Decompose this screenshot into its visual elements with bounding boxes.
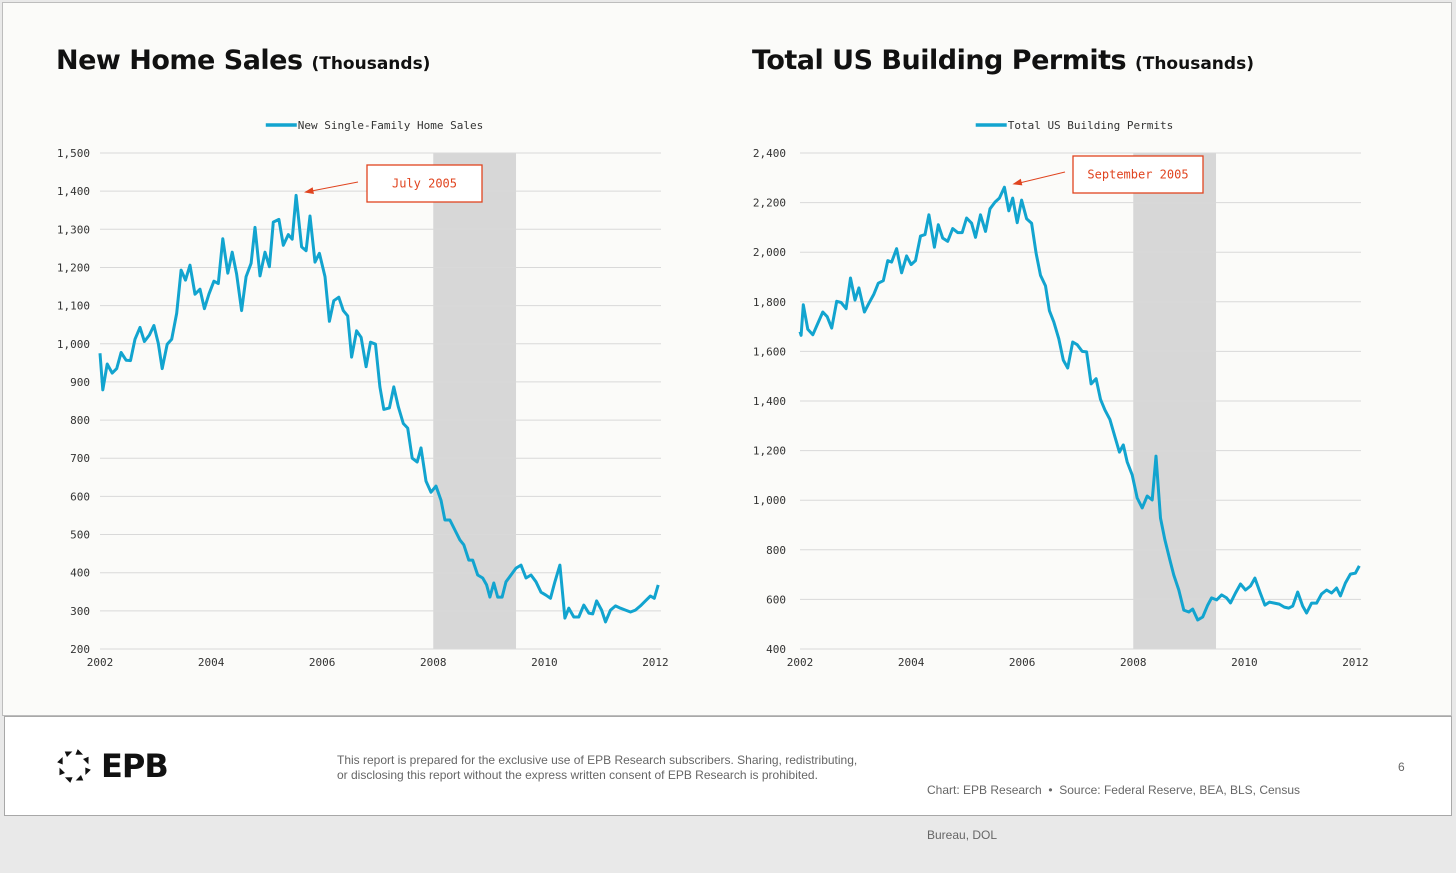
logo-triangle (57, 757, 63, 765)
y-tick-label: 300 (70, 605, 90, 618)
charts-canvas: 200 300 400 500 600 700 800 900 1,000 1,100 1,200 1… (0, 0, 1456, 715)
y-tick-label: 1,100 (57, 300, 90, 313)
x-tick-label: 2002 (87, 656, 114, 669)
logo-triangle (65, 751, 73, 757)
annotation-label: July 2005 (392, 177, 457, 191)
y-tick-label: 700 (70, 452, 90, 465)
x-tick-label: 2008 (1120, 656, 1147, 669)
x-tick-label: 2002 (787, 656, 814, 669)
annotation-label: September 2005 (1087, 168, 1188, 182)
y-tick-label: 2,400 (753, 147, 786, 160)
page-number: 6 (1398, 760, 1405, 775)
x-tick-label: 2006 (309, 656, 336, 669)
recession-shading (433, 153, 516, 649)
disclaimer-line: or disclosing this report without the ex… (337, 768, 857, 783)
logo-triangle (59, 768, 65, 776)
x-tick-label: 2012 (642, 656, 669, 669)
y-tick-label: 600 (70, 490, 90, 503)
y-tick-label: 1,300 (57, 223, 90, 236)
y-tick-label: 1,800 (753, 296, 786, 309)
source-line: Chart: EPB Research • Source: Federal Re… (927, 783, 1300, 798)
chart-0: 200 300 400 500 600 700 800 900 1,000 1,100 1,200 1… (57, 119, 669, 669)
annotation-arrowhead (304, 187, 314, 194)
annotation-arrow-line (312, 182, 358, 191)
y-tick-label: 1,000 (753, 494, 786, 507)
x-tick-label: 2004 (198, 656, 225, 669)
x-tick-label: 2012 (1342, 656, 1369, 669)
logo-triangle (76, 775, 84, 781)
y-tick-label: 2,000 (753, 246, 786, 259)
y-tick-label: 1,500 (57, 147, 90, 160)
annotation-arrowhead (1012, 179, 1022, 186)
logo-triangle (65, 777, 73, 783)
disclaimer: This report is prepared for the exclusiv… (337, 753, 857, 783)
y-tick-label: 600 (766, 593, 786, 606)
y-tick-label: 2,200 (753, 197, 786, 210)
y-tick-label: 1,200 (57, 261, 90, 274)
logo-triangle (83, 757, 89, 765)
annotation-arrow-line (1020, 172, 1065, 183)
footer: EPB This report is prepared for the excl… (4, 716, 1452, 816)
x-tick-label: 2004 (898, 656, 925, 669)
y-tick-label: 1,600 (753, 345, 786, 358)
source-line: Bureau, DOL (927, 828, 1300, 843)
chart-1: 400 600 800 1,000 1,200 1,400 1,600 1,800 2,000 2… (753, 119, 1369, 669)
legend-label: New Single-Family Home Sales (298, 119, 483, 132)
series-line (100, 195, 658, 622)
x-tick-label: 2010 (531, 656, 558, 669)
y-tick-label: 1,200 (753, 445, 786, 458)
y-tick-label: 800 (766, 544, 786, 557)
logo-triangle (75, 749, 83, 755)
x-tick-label: 2008 (420, 656, 447, 669)
source-note: Chart: EPB Research • Source: Federal Re… (927, 753, 1300, 873)
y-tick-label: 1,400 (57, 185, 90, 198)
legend-label: Total US Building Permits (1008, 119, 1174, 132)
y-tick-label: 900 (70, 376, 90, 389)
disclaimer-line: This report is prepared for the exclusiv… (337, 753, 857, 768)
y-tick-label: 400 (766, 643, 786, 656)
epb-logo: EPB (55, 747, 168, 785)
epb-logo-icon (55, 747, 93, 785)
logo-triangle (85, 767, 91, 775)
y-tick-label: 1,000 (57, 338, 90, 351)
y-tick-label: 400 (70, 567, 90, 580)
x-tick-label: 2010 (1231, 656, 1258, 669)
y-tick-label: 800 (70, 414, 90, 427)
y-tick-label: 500 (70, 529, 90, 542)
logo-text: EPB (101, 747, 168, 785)
y-tick-label: 1,400 (753, 395, 786, 408)
y-tick-label: 200 (70, 643, 90, 656)
x-tick-label: 2006 (1009, 656, 1036, 669)
